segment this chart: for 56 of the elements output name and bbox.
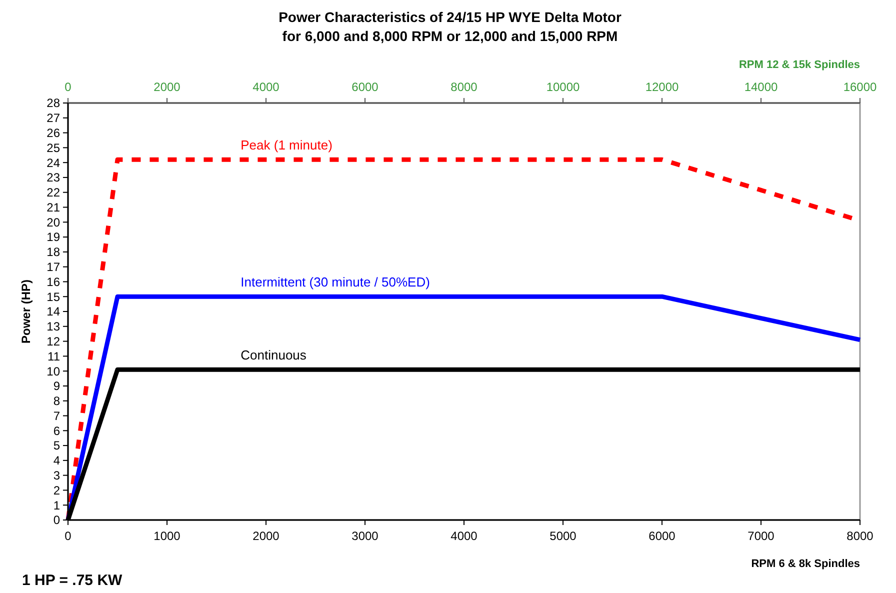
x2-tick-label: 14000 <box>744 80 778 94</box>
x-tick-label: 3000 <box>352 529 379 543</box>
y-tick-label: 1 <box>53 498 60 512</box>
chart-subtitle: for 6,000 and 8,000 RPM or 12,000 and 15,000 RPM <box>282 28 618 44</box>
y-tick-label: 12 <box>46 334 60 348</box>
y-tick-label: 26 <box>46 126 60 140</box>
y-tick-label: 18 <box>46 245 60 260</box>
y-tick-label: 11 <box>48 349 60 364</box>
y-tick-label: 27 <box>46 111 60 126</box>
chart-title: Power Characteristics of 24/15 HP WYE Delta Motor <box>278 9 622 25</box>
y-tick-label: 25 <box>46 140 60 155</box>
x-tick-label: 0 <box>64 529 72 543</box>
x2-tick-label: 10000 <box>546 80 580 94</box>
y-tick-label: 7 <box>53 408 60 423</box>
x-tick-label: 1000 <box>154 529 181 543</box>
x2-axis-title: RPM 12 & 15k Spindles <box>738 59 860 71</box>
x2-tick-label: 0 <box>64 80 72 94</box>
x2-tick-label: 16000 <box>843 80 878 94</box>
y-tick-label: 19 <box>46 230 60 244</box>
series-label: Peak (1 minute) <box>240 138 332 153</box>
y-tick-label: 2 <box>53 483 60 498</box>
x2-tick-label: 8000 <box>450 80 478 94</box>
y-tick-label: 5 <box>53 438 60 453</box>
y-tick-label: 21 <box>46 200 60 214</box>
x2-tick-label: 12000 <box>645 80 680 94</box>
y-tick-label: 10 <box>46 364 60 378</box>
y-tick-label: 15 <box>46 290 60 304</box>
text: 1 HP = .75 KW <box>22 572 124 589</box>
y-tick-label: 6 <box>53 424 60 438</box>
y-tick-label: 17 <box>46 260 60 274</box>
x2-tick-label: 4000 <box>252 80 280 94</box>
y-tick-label: 16 <box>46 274 60 289</box>
x-tick-label: 6000 <box>648 529 676 543</box>
x-tick-label: 8000 <box>846 529 874 543</box>
y-tick-label: 23 <box>46 170 60 185</box>
y-tick-label: 4 <box>53 454 60 468</box>
y-tick-label: 24 <box>46 156 60 170</box>
series-label: Continuous <box>240 348 307 363</box>
x2-tick-label: 2000 <box>154 80 181 94</box>
x-tick-label: 4000 <box>450 529 478 543</box>
x-tick-label: 2000 <box>252 529 280 543</box>
x-tick-label: 5000 <box>550 529 577 543</box>
y-tick-label: 22 <box>46 186 60 200</box>
x-tick-label: 7000 <box>748 529 775 543</box>
y-tick-label: 8 <box>53 394 60 408</box>
x-axis-title: RPM 6 & 8k Spindles <box>751 558 860 570</box>
y-tick-label: 20 <box>46 215 60 230</box>
x2-tick-label: 6000 <box>352 80 379 94</box>
y-tick-label: 3 <box>53 468 60 483</box>
y-tick-label: 0 <box>53 513 60 528</box>
y-tick-label: 14 <box>46 304 60 319</box>
y-tick-label: 9 <box>53 379 60 394</box>
series-label: Intermittent (30 minute / 50%ED) <box>240 274 430 290</box>
y-axis-title: Power (HP) <box>19 279 33 344</box>
y-tick-label: 13 <box>46 320 60 334</box>
y-tick-label: 28 <box>46 96 60 110</box>
